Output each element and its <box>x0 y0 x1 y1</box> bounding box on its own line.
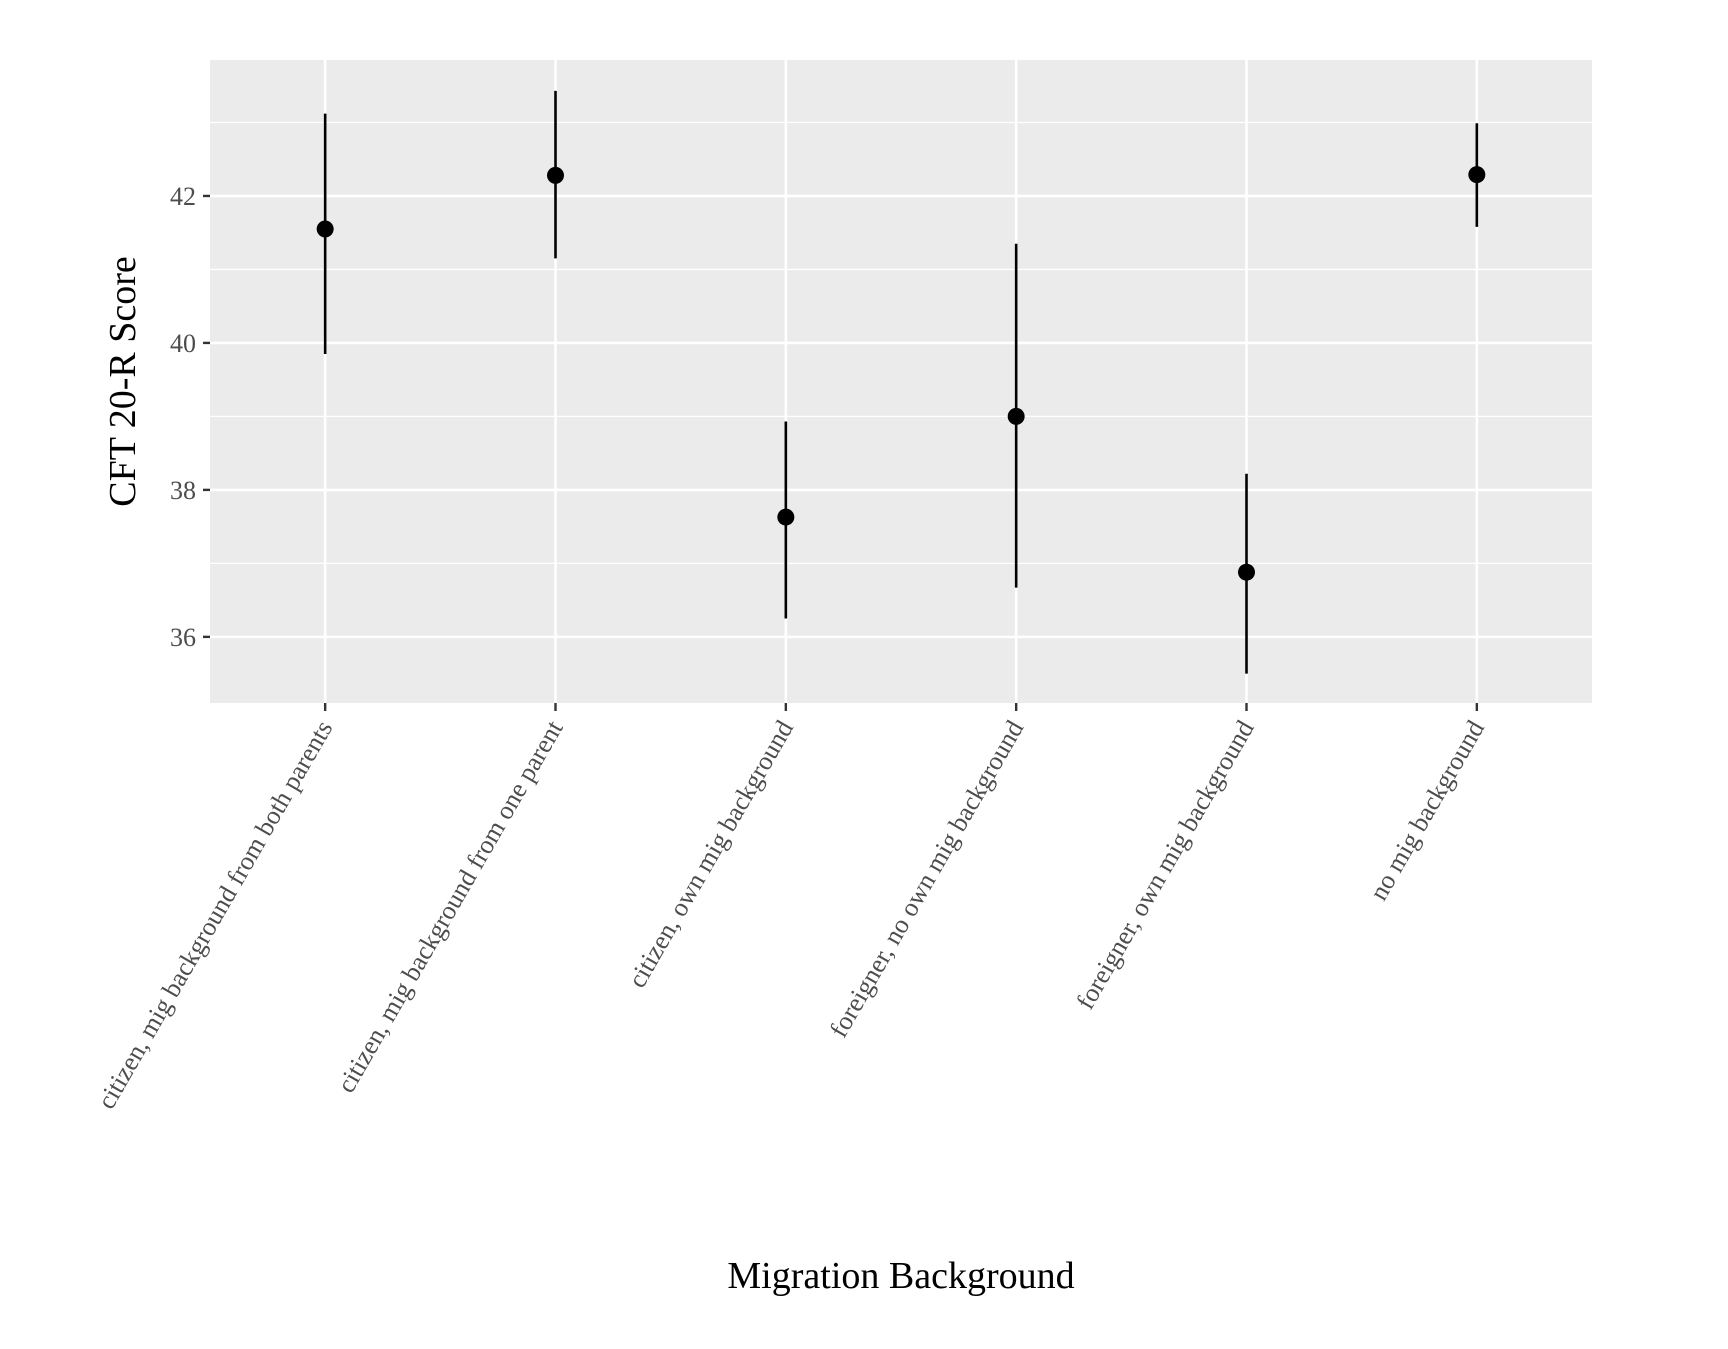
data-point <box>1007 407 1025 425</box>
plot-panel <box>210 60 1592 703</box>
y-axis-title: CFT 20-R Score <box>102 256 144 507</box>
minor-gridlines <box>210 121 1592 565</box>
x-tick-label: foreigner, no own mig background <box>824 716 1029 1043</box>
x-axis-title: Migration Background <box>727 1255 1074 1297</box>
y-tick-label: 40 <box>170 329 196 358</box>
x-axis: citizen, mig background from both parent… <box>92 703 1490 1114</box>
data-point <box>777 508 795 526</box>
x-tick-label: no mig background <box>1364 716 1490 906</box>
data-marks <box>316 90 1486 674</box>
data-point <box>1238 563 1255 581</box>
x-tick-label: citizen, mig background from both parent… <box>92 716 339 1114</box>
x-tick-label: citizen, mig background from one parent <box>331 715 569 1098</box>
y-axis: 36 38 40 42 <box>170 182 210 652</box>
y-tick-label: 38 <box>170 476 196 505</box>
y-tick-label: 36 <box>170 623 196 652</box>
x-tick-label: citizen, own mig background <box>622 715 799 992</box>
data-point <box>1468 166 1486 184</box>
x-tick-label: foreigner, own mig background <box>1070 716 1259 1015</box>
data-point <box>547 166 564 184</box>
y-tick-label: 42 <box>170 182 196 211</box>
data-point <box>316 220 334 238</box>
